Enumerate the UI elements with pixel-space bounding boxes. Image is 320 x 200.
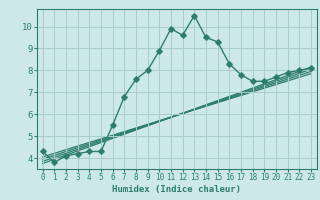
- X-axis label: Humidex (Indice chaleur): Humidex (Indice chaleur): [112, 185, 241, 194]
